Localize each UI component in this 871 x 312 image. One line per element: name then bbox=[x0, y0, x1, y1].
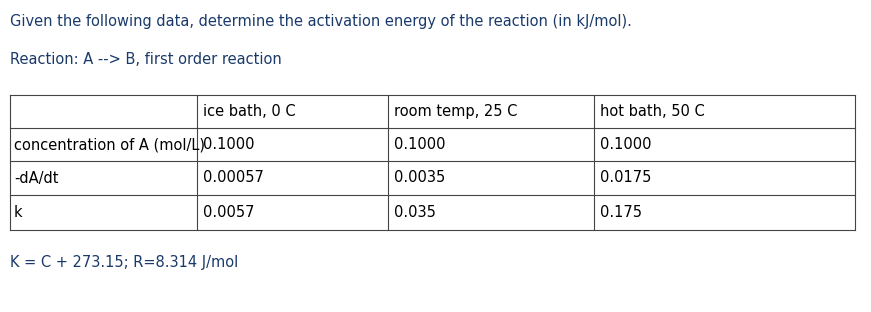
Text: 0.1000: 0.1000 bbox=[203, 137, 254, 152]
Text: 0.1000: 0.1000 bbox=[600, 137, 652, 152]
Text: K = C + 273.15; R=8.314 J/mol: K = C + 273.15; R=8.314 J/mol bbox=[10, 255, 239, 270]
Text: 0.0175: 0.0175 bbox=[600, 170, 652, 186]
Text: 0.035: 0.035 bbox=[394, 205, 436, 220]
Text: Given the following data, determine the activation energy of the reaction (in kJ: Given the following data, determine the … bbox=[10, 14, 631, 29]
Text: hot bath, 50 C: hot bath, 50 C bbox=[600, 104, 705, 119]
Text: concentration of A (mol/L): concentration of A (mol/L) bbox=[14, 137, 205, 152]
Text: room temp, 25 C: room temp, 25 C bbox=[394, 104, 517, 119]
Text: 0.0035: 0.0035 bbox=[394, 170, 445, 186]
Text: Reaction: A --> B, first order reaction: Reaction: A --> B, first order reaction bbox=[10, 52, 281, 67]
Text: ice bath, 0 C: ice bath, 0 C bbox=[203, 104, 295, 119]
Text: 0.0057: 0.0057 bbox=[203, 205, 254, 220]
Text: 0.1000: 0.1000 bbox=[394, 137, 445, 152]
Text: -dA/dt: -dA/dt bbox=[14, 170, 58, 186]
Text: k: k bbox=[14, 205, 23, 220]
Text: 0.00057: 0.00057 bbox=[203, 170, 264, 186]
Text: 0.175: 0.175 bbox=[600, 205, 642, 220]
